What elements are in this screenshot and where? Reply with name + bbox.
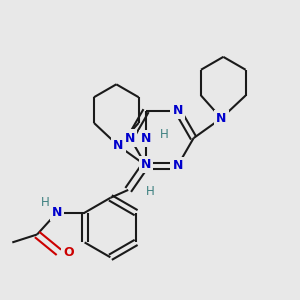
- Text: N: N: [172, 104, 183, 117]
- Text: N: N: [113, 139, 124, 152]
- Text: H: H: [40, 196, 50, 209]
- Text: N: N: [216, 112, 226, 125]
- Text: O: O: [64, 246, 74, 259]
- Text: N: N: [125, 132, 135, 145]
- Text: N: N: [52, 206, 62, 219]
- Text: H: H: [146, 185, 154, 198]
- Text: N: N: [141, 132, 151, 145]
- Text: N: N: [141, 158, 151, 171]
- Text: H: H: [160, 128, 168, 141]
- Text: N: N: [172, 159, 183, 172]
